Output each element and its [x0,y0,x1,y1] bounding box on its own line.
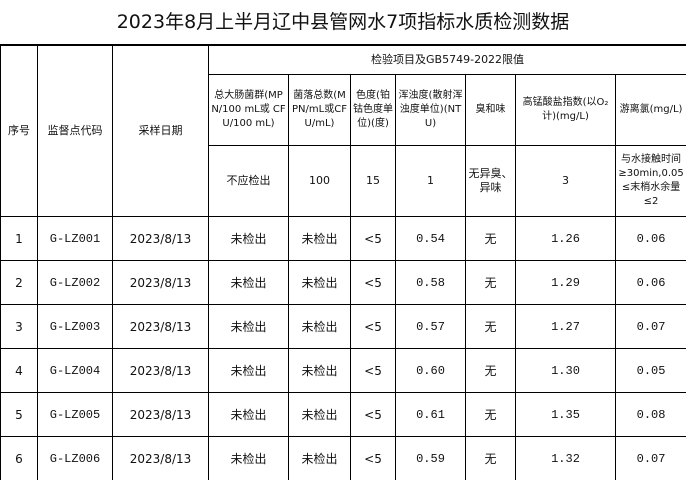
data-cell: 1 [0,216,38,261]
group-header: 检验项目及GB5749-2022限值 [207,45,686,75]
data-cell: 未检出 [208,260,289,305]
title: 2023年8月上半月辽中县管网水7项指标水质检测数据 [0,0,686,45]
data-table: 序号 监督点代码 采样日期 检验项目及GB5749-2022限值 总大肠菌群(MPN/1… [0,45,686,480]
data-cell: 0.07 [614,304,686,349]
table-row: 5 G-LZ005 2023/8/13 未检出 未检出 <5 0.61 无 1.35 0.08 [0,392,686,437]
data-cell: 2023/8/13 [112,260,209,305]
limit-cell: 100 [288,145,351,217]
data-cell: 2023/8/13 [112,304,209,349]
table-row: 总大肠菌群(MPN/100 mL或 CFU/100 mL) 菌落总数(MPN/mL… [1,74,686,146]
data-cell: 0.59 [395,436,466,480]
data-cell: 未检出 [208,392,289,437]
data-cell: 0.07 [614,436,686,480]
table-row: 序号 监督点代码 采样日期 检验项目及GB5749-2022限值 [0,45,686,217]
table-row: 2 G-LZ002 2023/8/13 未检出 未检出 <5 0.58 无 1.29 0.06 [0,260,686,305]
data-cell: 未检出 [288,392,351,437]
data-cell: G-LZ005 [37,392,113,437]
data-cell: 0.61 [395,392,466,437]
limit-cell: 无异臭、异味 [465,145,516,217]
data-cell: 4 [0,348,38,393]
column-header: 菌落总数(MPN/mL或CFU/mL) [288,74,351,146]
data-cell: 无 [465,348,516,393]
data-cell: 2023/8/13 [112,392,209,437]
data-cell: 1.27 [515,304,616,349]
data-cell: <5 [350,436,396,480]
data-cell: 未检出 [288,304,351,349]
data-cell: 0.57 [395,304,466,349]
data-cell: 2 [0,260,38,305]
data-cell: 未检出 [288,348,351,393]
data-cell: 0.08 [614,392,686,437]
fixed-header: 序号 [0,45,38,217]
table-row: 4 G-LZ004 2023/8/13 未检出 未检出 <5 0.60 无 1.30 0.05 [0,348,686,393]
data-cell: 0.06 [614,216,686,261]
data-cell: 3 [0,304,38,349]
table-row: 不应检出 100 15 1 无异臭、异味 3 与水接触时间≥30min,0.05≤末梢水余量… [1,145,686,217]
data-cell: 1.26 [515,216,616,261]
limit-cell: 15 [350,145,396,217]
data-cell: 未检出 [288,216,351,261]
data-cell: <5 [350,216,396,261]
data-cell: 未检出 [208,436,289,480]
data-cell: G-LZ004 [37,348,113,393]
column-header: 臭和味 [465,74,516,146]
data-cell: 0.60 [395,348,466,393]
table-row: 1 G-LZ001 2023/8/13 未检出 未检出 <5 0.54 无 1.26 0.06 [0,216,686,261]
data-cell: 无 [465,216,516,261]
fixed-header: 采样日期 [112,45,209,217]
data-cell: 2023/8/13 [112,216,209,261]
data-cell: G-LZ003 [37,304,113,349]
table-body: 序号 监督点代码 采样日期 检验项目及GB5749-2022限值 总大肠菌群(MPN/1… [0,45,686,480]
data-cell: 1.29 [515,260,616,305]
column-header: 游离氯(mg/L) [614,74,686,146]
column-header: 浑浊度(散射浑浊度单位)(NTU) [395,74,466,146]
data-cell: <5 [350,348,396,393]
data-cell: 未检出 [288,436,351,480]
data-cell: 无 [465,436,516,480]
column-header: 高锰酸盐指数(以O₂计)(mg/L) [515,74,616,146]
data-cell: 未检出 [208,348,289,393]
data-cell: <5 [350,304,396,349]
data-cell: G-LZ002 [37,260,113,305]
table-row: 6 G-LZ006 2023/8/13 未检出 未检出 <5 0.59 无 1.32 0.07 [0,436,686,480]
fixed-header: 监督点代码 [37,45,113,217]
data-cell: G-LZ006 [37,436,113,480]
data-cell: <5 [350,392,396,437]
data-cell: 未检出 [288,260,351,305]
table-row: 3 G-LZ003 2023/8/13 未检出 未检出 <5 0.57 无 1.27 0.07 [0,304,686,349]
column-header: 色度(铂钴色度单位)(度) [350,74,396,146]
data-cell: 6 [0,436,38,480]
data-cell: 无 [465,304,516,349]
data-cell: 未检出 [208,304,289,349]
data-cell: 1.32 [515,436,616,480]
data-cell: 无 [465,260,516,305]
limit-cell: 3 [515,145,616,217]
data-cell: <5 [350,260,396,305]
limit-cell: 不应检出 [208,145,289,217]
limit-cell: 与水接触时间≥30min,0.05≤末梢水余量≤2 [614,145,686,217]
data-cell: 0.05 [614,348,686,393]
data-cell: 1.30 [515,348,616,393]
data-cell: 0.58 [395,260,466,305]
limit-cell: 1 [395,145,466,217]
data-cell: 0.54 [395,216,466,261]
data-cell: 0.06 [614,260,686,305]
column-header: 总大肠菌群(MPN/100 mL或 CFU/100 mL) [208,74,289,146]
data-cell: 未检出 [208,216,289,261]
data-cell: G-LZ001 [37,216,113,261]
data-cell: 2023/8/13 [112,348,209,393]
data-cell: 2023/8/13 [112,436,209,480]
data-cell: 无 [465,392,516,437]
data-cell: 5 [0,392,38,437]
data-cell: 1.35 [515,392,616,437]
